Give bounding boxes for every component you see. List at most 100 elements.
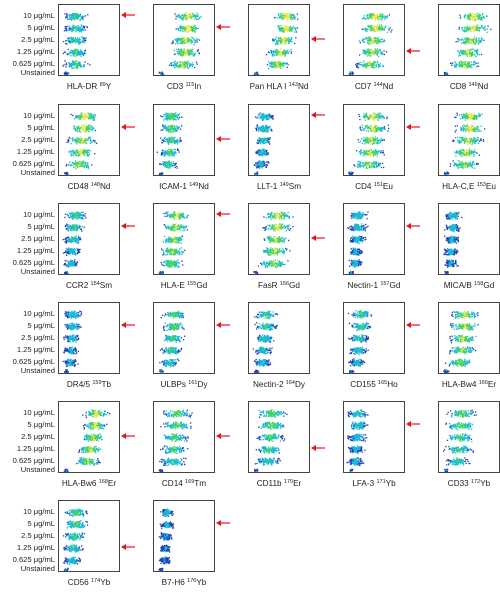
event-dot xyxy=(161,142,163,144)
event-dot xyxy=(289,15,291,18)
event-dot xyxy=(477,27,479,29)
event-dot xyxy=(77,53,79,55)
event-dot xyxy=(385,25,387,27)
event-dot xyxy=(81,138,84,140)
event-dot xyxy=(367,48,370,50)
event-dot xyxy=(480,41,482,43)
event-dot xyxy=(172,125,174,127)
event-dot xyxy=(362,52,364,55)
event-dot xyxy=(476,50,479,52)
event-dot xyxy=(372,136,374,139)
event-dot xyxy=(66,25,68,28)
event-dot xyxy=(368,64,371,66)
event-dot xyxy=(188,17,190,19)
event-dot xyxy=(472,38,475,40)
event-dot xyxy=(375,50,377,52)
event-dot xyxy=(277,14,280,16)
event-dot xyxy=(288,27,290,29)
event-dot xyxy=(77,115,79,117)
event-dot xyxy=(378,139,380,141)
event-dot xyxy=(182,30,184,33)
event-dot xyxy=(187,60,189,62)
event-dot xyxy=(89,116,91,118)
event-dot xyxy=(186,39,188,42)
event-dot xyxy=(376,37,379,39)
event-dot xyxy=(195,40,197,42)
event-dot xyxy=(466,55,469,57)
event-dot xyxy=(187,16,190,19)
event-dot xyxy=(190,51,192,53)
event-dot xyxy=(470,61,472,63)
event-dot xyxy=(470,53,472,55)
event-dot xyxy=(284,29,286,31)
event-dot xyxy=(191,26,193,29)
concentration-label: Unstained xyxy=(20,563,55,573)
event-dot xyxy=(167,131,170,133)
event-dot xyxy=(67,141,70,143)
event-dot xyxy=(455,65,457,67)
event-dot xyxy=(71,61,74,63)
event-dot xyxy=(469,18,471,21)
event-dot xyxy=(382,28,384,30)
event-dot xyxy=(65,16,68,18)
event-dot xyxy=(87,115,89,118)
event-dot xyxy=(278,37,280,39)
event-dot xyxy=(376,27,378,30)
event-dot xyxy=(383,127,385,129)
event-dot xyxy=(75,60,77,63)
event-dot xyxy=(176,48,178,51)
event-dot xyxy=(262,161,264,164)
event-dot xyxy=(182,16,185,18)
event-dot xyxy=(84,61,86,63)
event-dot xyxy=(68,164,70,167)
event-dot xyxy=(169,162,171,164)
event-dot xyxy=(363,66,365,68)
event-dot xyxy=(89,136,91,138)
event-dot xyxy=(377,38,379,41)
event-dot xyxy=(286,16,288,19)
event-dot xyxy=(370,62,372,64)
event-dot xyxy=(479,27,481,29)
event-dot xyxy=(263,138,265,140)
event-dot xyxy=(193,28,195,31)
event-dot xyxy=(181,62,184,64)
event-dot xyxy=(177,66,179,69)
event-dot xyxy=(74,155,77,157)
event-dot xyxy=(72,62,74,64)
event-dot xyxy=(76,115,78,118)
event-dot xyxy=(475,51,478,53)
event-dot xyxy=(85,164,87,166)
event-dot xyxy=(290,14,292,16)
event-dot xyxy=(468,38,470,40)
event-dot xyxy=(78,130,80,133)
event-dot xyxy=(267,142,270,144)
event-dot xyxy=(373,115,375,118)
event-dot xyxy=(94,129,96,132)
event-dot xyxy=(378,15,381,18)
histogram-panel: HLA-DR 89Y xyxy=(58,4,135,91)
event-dot xyxy=(180,16,182,19)
concentration-label: 10 μg/mL xyxy=(23,506,55,516)
event-dot xyxy=(462,52,464,55)
event-dot xyxy=(373,53,375,55)
event-dot xyxy=(265,125,267,128)
event-dot xyxy=(172,151,174,153)
event-dot xyxy=(378,27,381,29)
event-dot xyxy=(87,154,89,156)
event-dot xyxy=(168,161,170,163)
event-dot xyxy=(165,115,167,117)
event-dot xyxy=(365,113,367,115)
event-dot xyxy=(377,126,380,129)
event-dot xyxy=(80,27,82,29)
event-dot xyxy=(361,127,363,129)
event-dot xyxy=(260,163,262,165)
event-dot xyxy=(260,153,263,155)
event-dot xyxy=(76,26,78,28)
event-dot xyxy=(165,140,167,142)
event-dot xyxy=(290,52,292,54)
event-dot xyxy=(186,38,188,40)
event-dot xyxy=(376,48,378,50)
event-dot xyxy=(92,118,94,120)
event-dot xyxy=(84,130,86,132)
event-dot xyxy=(484,25,486,27)
